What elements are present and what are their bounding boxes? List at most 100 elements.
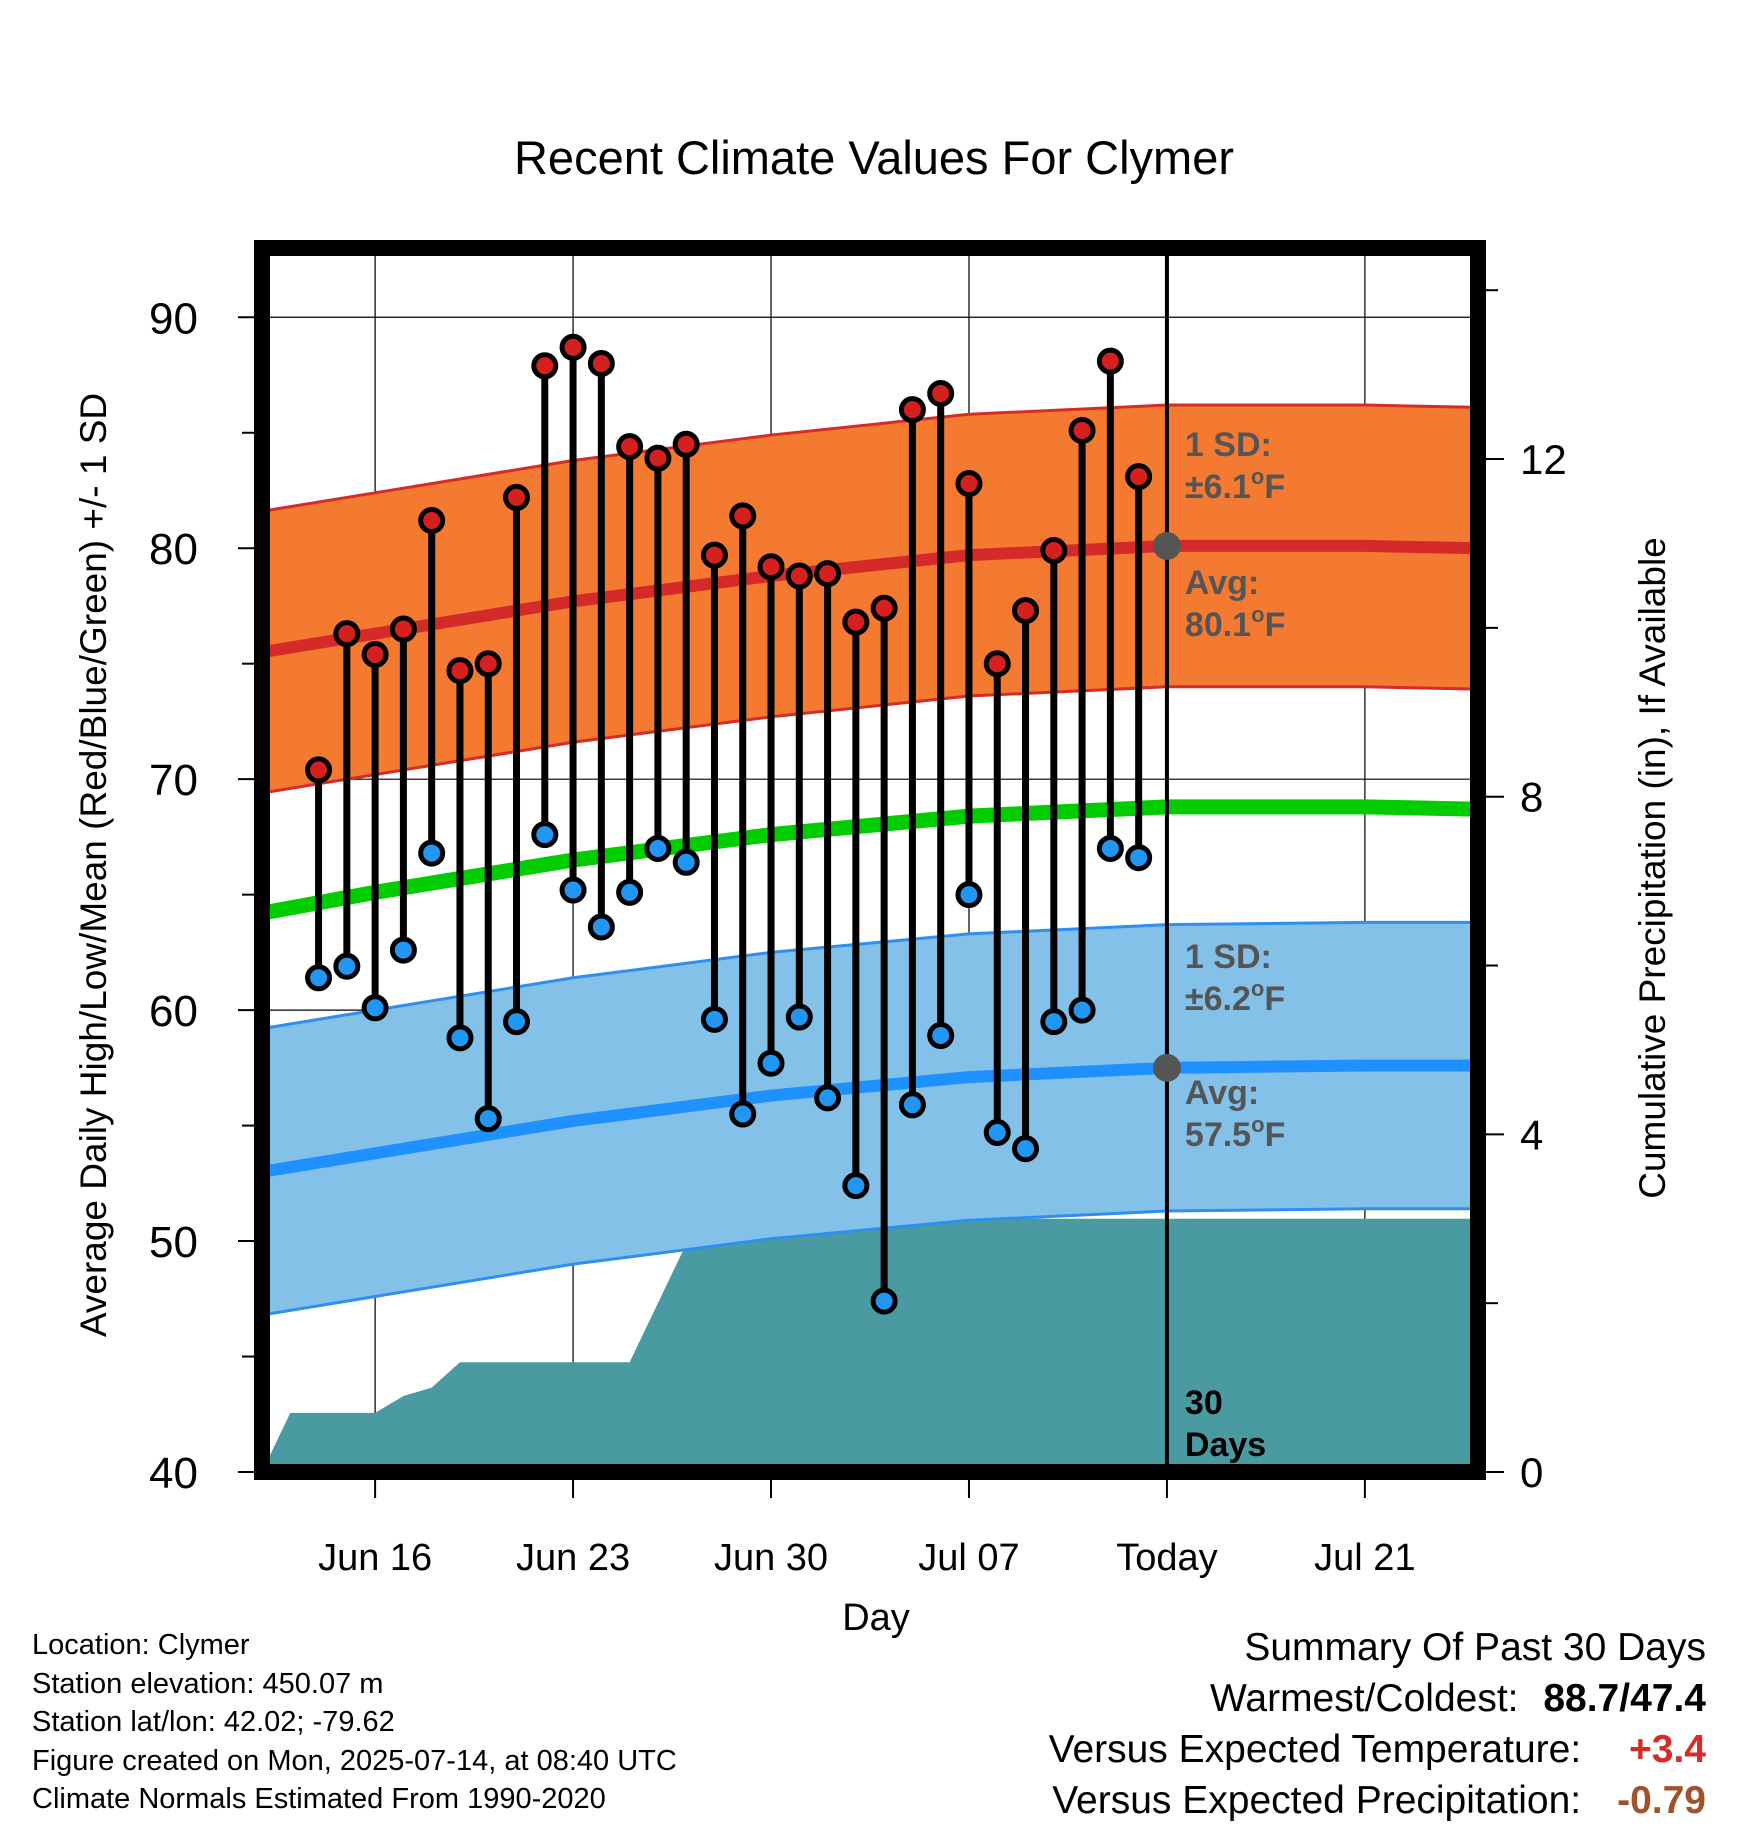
daily-high-point [842,608,870,636]
daily-low-point [1040,1008,1068,1036]
daily-high-point [1012,597,1040,625]
high-sd-upper-edge [262,403,1478,513]
daily-high-point [559,333,587,361]
daily-low-point [983,1119,1011,1147]
x-tick-label: Jul 21 [1314,1537,1415,1579]
y-tick-label: 60 [149,987,198,1036]
precip-vs-expected-row: Versus Expected Precipitation: -0.79 [1049,1775,1706,1826]
daily-low-point [700,1005,728,1033]
daily-low-point [842,1172,870,1200]
daily-low-point [644,834,672,862]
daily-low-point [757,1049,785,1077]
daily-high-point [700,541,728,569]
y-tick-label: 70 [149,756,198,805]
daily-high-point [1096,347,1124,375]
x-tick-label: Jun 30 [714,1537,828,1579]
low-sd-lower-edge [262,1207,1478,1317]
precip-area [262,1218,1478,1472]
daily-high-point [814,560,842,588]
normal-low-line [262,1059,1478,1178]
daily-low-point [898,1091,926,1119]
summary-panel: Summary Of Past 30 Days Warmest/Coldest:… [1049,1622,1706,1826]
daily-high-point [305,756,333,784]
high-sd-value: ±6.1oF [1185,464,1285,506]
high-sd-band [262,405,1478,794]
x-tick-label: Jun 16 [318,1537,432,1579]
daily-low-point [333,952,361,980]
daily-low-point [559,876,587,904]
daily-high-point [361,640,389,668]
daily-low-point [446,1024,474,1052]
x-tick-label: Today [1116,1537,1217,1579]
daily-low-point [531,821,559,849]
normal-mean-line [262,799,1478,921]
precip-vs-expected-label: Versus Expected Precipitation: [1052,1779,1582,1822]
daily-low-point [616,878,644,906]
days-count-word: Days [1185,1426,1266,1464]
low-sd-band [262,922,1478,1315]
daily-low-point [814,1084,842,1112]
daily-low-point [1096,834,1124,862]
high-sd-lower-edge [262,685,1478,795]
daily-high-point [587,349,615,377]
low-sd-value: ±6.2oF [1185,976,1285,1018]
daily-low-point [1068,996,1096,1024]
daily-high-point [418,507,446,535]
warmest-coldest-row: Warmest/Coldest: 88.7/47.4 [1049,1673,1706,1724]
daily-low-point [474,1105,502,1133]
daily-high-point [503,483,531,511]
daily-low-point [672,848,700,876]
chart-title: Recent Climate Values For Clymer [514,131,1234,184]
daily-high-point [898,396,926,424]
x-tick-label: Jun 23 [516,1537,630,1579]
elevation-text: Station elevation: 450.07 m [32,1667,384,1700]
low-avg-value: 57.5oF [1185,1112,1285,1154]
daily-low-point [389,936,417,964]
daily-high-point [870,594,898,622]
created-text: Figure created on Mon, 2025-07-14, at 08… [32,1744,677,1777]
daily-high-point [1040,537,1068,565]
daily-high-point [1125,463,1153,491]
daily-high-point [644,444,672,472]
temp-vs-expected-value: +3.4 [1629,1728,1706,1771]
latlon-text: Station lat/lon: 42.02; -79.62 [32,1706,395,1738]
daily-high-point [616,433,644,461]
high-sd-label: 1 SD: [1185,426,1272,464]
station-info: Location: Clymer Station elevation: 450.… [32,1626,677,1819]
y2-tick-label: 8 [1520,774,1543,821]
y2-tick-label: 12 [1520,436,1567,483]
y2-tick-label: 4 [1520,1111,1543,1158]
y-tick-label: 90 [149,294,198,343]
daily-low-point [955,881,983,909]
y-tick-label: 80 [149,525,198,574]
daily-high-point [446,657,474,685]
warmest-coldest-label: Warmest/Coldest: [1210,1677,1519,1720]
warmest-coldest-value: 88.7/47.4 [1543,1677,1706,1720]
high-avg-label: Avg: [1185,564,1259,602]
daily-low-point [587,913,615,941]
plot-frame [254,240,1486,1480]
normals-text: Climate Normals Estimated From 1990-2020 [32,1783,606,1815]
daily-high-point [531,352,559,380]
daily-low-point [870,1287,898,1315]
daily-high-point [983,650,1011,678]
daily-high-point [474,650,502,678]
daily-low-point [305,964,333,992]
precip-vs-expected-value: -0.79 [1617,1779,1706,1822]
y2-axis-label: Cumulative Precipitation (in), If Availa… [1632,537,1673,1199]
daily-high-point [389,615,417,643]
daily-high-point [955,470,983,498]
y2-tick-label: 0 [1520,1449,1543,1496]
days-count-number: 30 [1185,1384,1223,1422]
daily-low-point [1125,844,1153,872]
daily-low-point [729,1100,757,1128]
daily-high-point [927,379,955,407]
daily-low-point [361,994,389,1022]
daily-high-point [757,553,785,581]
daily-low-point [418,839,446,867]
daily-low-point [503,1008,531,1036]
y-axis-label: Average Daily High/Low/Mean (Red/Blue/Gr… [73,393,114,1337]
daily-low-point [785,1003,813,1031]
high-avg-value: 80.1oF [1185,602,1285,644]
